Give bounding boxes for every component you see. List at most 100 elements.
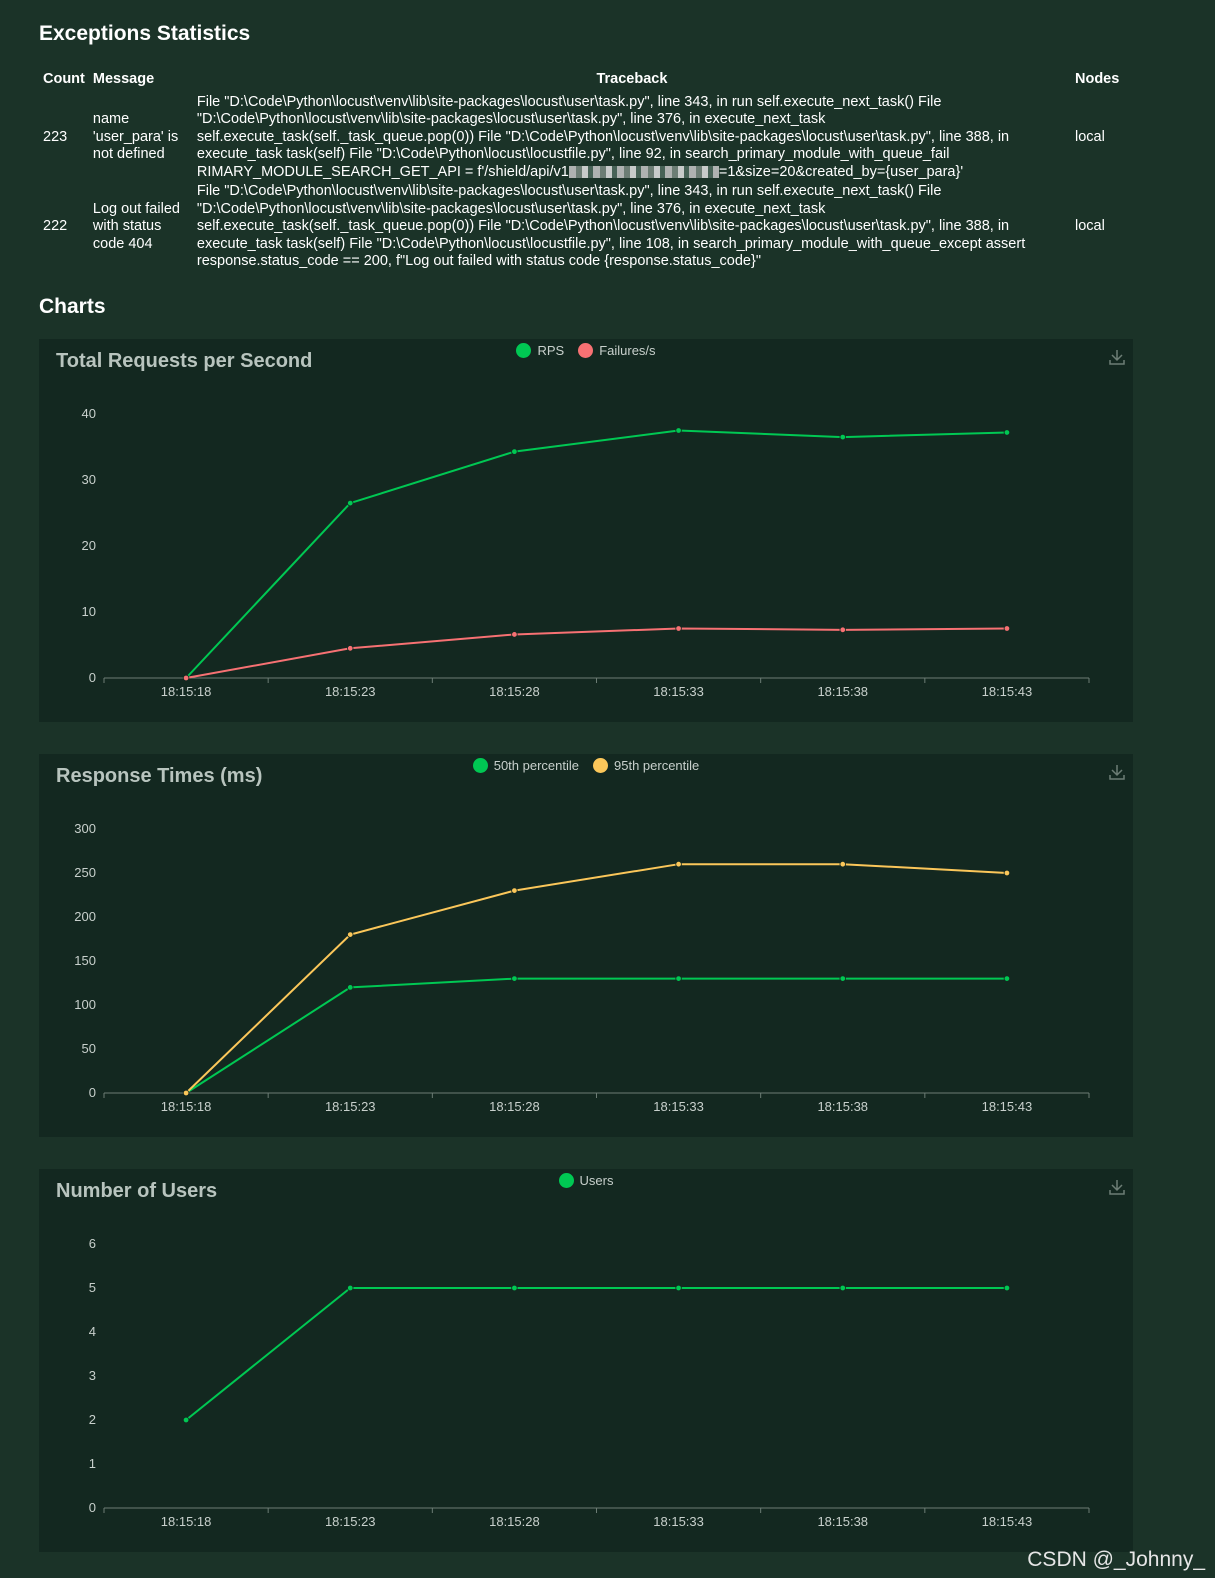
- header-message[interactable]: Message: [92, 71, 155, 87]
- x-tick-label: 18:15:38: [817, 1514, 868, 1529]
- data-point: [347, 645, 354, 652]
- y-tick-label: 250: [74, 865, 96, 880]
- x-tick-label: 18:15:38: [817, 684, 868, 699]
- x-tick-label: 18:15:23: [325, 1514, 376, 1529]
- header-nodes[interactable]: Nodes: [1075, 71, 1120, 87]
- x-tick-label: 18:15:28: [489, 684, 540, 699]
- data-point: [347, 984, 354, 991]
- cell-message: name 'user_para' is not defined: [92, 111, 179, 162]
- download-icon[interactable]: [1107, 347, 1127, 367]
- legend-label: 50th percentile: [493, 758, 579, 773]
- header-traceback[interactable]: Traceback: [596, 71, 668, 87]
- data-point: [1003, 1284, 1011, 1292]
- cell-nodes: local: [1075, 218, 1105, 234]
- redacted-block: [568, 165, 719, 178]
- legend-item-rps[interactable]: RPS: [516, 343, 564, 358]
- data-point: [511, 448, 518, 455]
- charts-title: Charts: [39, 295, 106, 318]
- x-tick-label: 18:15:33: [653, 1099, 704, 1114]
- data-point: [1003, 975, 1011, 982]
- x-tick-label: 18:15:33: [653, 1514, 704, 1529]
- y-tick-label: 30: [82, 472, 96, 487]
- legend-label: 95th percentile: [614, 758, 700, 773]
- y-tick-label: 40: [82, 406, 96, 421]
- x-tick-label: 18:15:18: [161, 684, 212, 699]
- y-tick-label: 200: [74, 909, 96, 924]
- y-tick-label: 0: [89, 1085, 96, 1100]
- data-point: [675, 625, 682, 632]
- x-tick-label: 18:15:38: [817, 1099, 868, 1114]
- x-tick-label: 18:15:18: [161, 1514, 212, 1529]
- x-tick-label: 18:15:28: [489, 1099, 540, 1114]
- data-point: [511, 975, 518, 982]
- y-tick-label: 0: [89, 1500, 96, 1515]
- data-point: [347, 499, 354, 507]
- legend-dot-icon: [516, 343, 532, 358]
- cell-traceback: File "D:\Code\Python\locust\venv\lib\sit…: [196, 183, 1026, 269]
- cell-nodes: local: [1075, 128, 1105, 145]
- legend-item-users[interactable]: Users: [558, 1173, 613, 1188]
- legend-item-failures[interactable]: Failures/s: [578, 343, 656, 358]
- traceback-text: File "D:\Code\Python\locust\venv\lib\sit…: [196, 93, 1010, 180]
- data-point: [182, 1089, 190, 1097]
- data-point: [511, 1284, 518, 1292]
- watermark: CSDN @_Johnny_: [1027, 1548, 1205, 1571]
- data-point: [839, 860, 846, 868]
- y-tick-label: 50: [82, 1041, 96, 1056]
- traceback-text-tail: =1&size=20&created_by={user_para}': [718, 163, 964, 180]
- download-icon[interactable]: [1107, 1177, 1127, 1197]
- x-tick-label: 18:15:43: [982, 1099, 1033, 1114]
- series-line-95th-percentile: [185, 863, 1007, 1094]
- legend-dot-icon: [593, 758, 608, 773]
- x-tick-label: 18:15:23: [325, 1099, 376, 1114]
- header-count[interactable]: Count: [43, 71, 85, 87]
- data-point: [675, 1284, 682, 1292]
- y-tick-label: 5: [89, 1280, 96, 1295]
- chart-title: Total Requests per Second: [56, 350, 313, 372]
- cell-count: 222: [43, 218, 68, 234]
- chart-legend: 50th percentile 95th percentile: [39, 758, 1133, 773]
- chart-panel-response-times: 0 50 100 150 200 250 300 18:15:18 18:15:23 18:15:…: [39, 754, 1133, 1137]
- data-point: [839, 626, 846, 634]
- chart-legend: RPS Failures/s: [39, 343, 1133, 358]
- y-tick-label: 0: [89, 670, 96, 685]
- legend-item-p95[interactable]: 95th percentile: [593, 758, 699, 773]
- y-tick-label: 20: [82, 538, 96, 553]
- x-tick-label: 18:15:43: [982, 1514, 1033, 1529]
- data-point: [182, 1416, 190, 1424]
- x-tick-label: 18:15:28: [489, 1514, 540, 1529]
- data-point: [839, 975, 846, 982]
- series-line-rps: [185, 429, 1007, 679]
- chart-panel-users: 0 1 2 3 4 5 6 18:15:18 18:15:23 18:15:28 18:15:33 1…: [39, 1169, 1133, 1552]
- chart-plot-response-times: 0 50 100 150 200 250 300 18:15:18 18:15:23 18:15:…: [74, 821, 1090, 1114]
- y-tick-label: 100: [74, 997, 96, 1012]
- series-line-50th-percentile: [185, 977, 1007, 1094]
- table-row: 222 Log out failed with status code 404 …: [39, 182, 1139, 272]
- data-point: [511, 887, 518, 894]
- chart-plot-users: 0 1 2 3 4 5 6 18:15:18 18:15:23 18:15:28 18:15:33 1…: [89, 1236, 1090, 1529]
- series-line-failures-s: [185, 627, 1007, 679]
- data-point: [182, 674, 190, 682]
- legend-label: RPS: [537, 343, 565, 358]
- x-tick-label: 18:15:43: [982, 684, 1033, 699]
- data-point: [1003, 625, 1011, 632]
- chart-title: Number of Users: [56, 1180, 218, 1202]
- y-tick-label: 10: [82, 604, 96, 619]
- cell-message: Log out failed with status code 404: [92, 200, 180, 252]
- legend-label: Failures/s: [599, 343, 656, 358]
- y-tick-label: 2: [89, 1412, 96, 1427]
- legend-item-p50[interactable]: 50th percentile: [472, 758, 579, 773]
- data-point: [675, 975, 682, 982]
- y-tick-label: 150: [74, 953, 96, 968]
- table-row: 223 name 'user_para' is not defined File…: [39, 93, 1139, 183]
- data-point: [675, 860, 682, 868]
- x-tick-label: 18:15:18: [161, 1099, 212, 1114]
- data-point: [511, 631, 518, 638]
- x-tick-label: 18:15:33: [653, 684, 704, 699]
- data-point: [1003, 869, 1011, 877]
- data-point: [675, 427, 682, 434]
- x-tick-label: 18:15:23: [325, 684, 376, 699]
- y-tick-label: 1: [89, 1456, 96, 1471]
- y-tick-label: 4: [89, 1324, 96, 1339]
- download-icon[interactable]: [1107, 762, 1127, 782]
